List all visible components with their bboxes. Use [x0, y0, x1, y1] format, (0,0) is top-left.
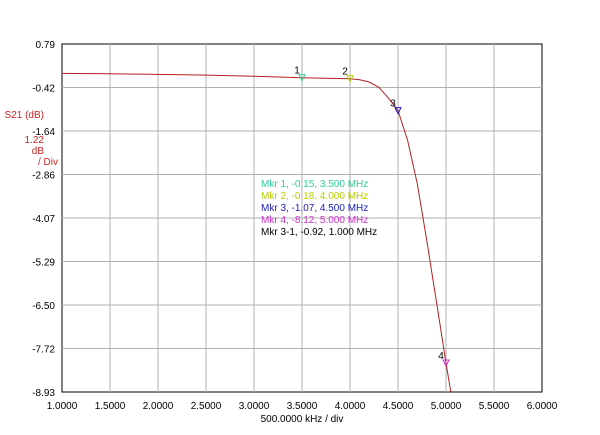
- x-tick-label: 6.0000: [527, 401, 558, 412]
- scale-unit: dB: [32, 146, 45, 157]
- y-tick-label: -7.72: [32, 345, 55, 356]
- series-line: [61, 72, 452, 393]
- x-tick-label: 1.5000: [95, 401, 126, 412]
- x-tick-label: 2.0000: [143, 401, 174, 412]
- x-tick-label: 1.0000: [47, 401, 78, 412]
- x-tick-label: 4.5000: [383, 401, 414, 412]
- marker-1-label: 1: [294, 66, 300, 77]
- legend-marker-3: Mkr 3, -1.07, 4.500 MHz: [261, 203, 368, 214]
- marker-legend: Mkr 1, -0.15, 3.500 MHz Mkr 2, -0.18, 4.…: [261, 179, 377, 238]
- x-tick-label: 3.5000: [287, 401, 318, 412]
- markers-group: 1 2 3 4: [294, 66, 450, 368]
- marker-2-symbol: [346, 75, 354, 83]
- legend-marker-4: Mkr 4, -8.12, 5.000 MHz: [261, 215, 368, 226]
- x-tick-labels: 1.0000 1.5000 2.0000 2.5000 3.0000 3.5000 4.00…: [47, 401, 558, 412]
- scale-value: 1.22: [25, 135, 45, 146]
- grid: [62, 44, 542, 392]
- x-tick-label: 3.0000: [239, 401, 270, 412]
- legend-marker-2: Mkr 2, -0.18, 4.000 MHz: [261, 191, 368, 202]
- scale-div: / Div: [38, 157, 58, 168]
- marker-1-symbol: [298, 74, 306, 82]
- x-tick-label: 4.0000: [335, 401, 366, 412]
- marker-3-symbol: [394, 107, 402, 115]
- y-tick-label: -5.29: [32, 258, 55, 269]
- y-axis-label: S21 (dB): [5, 110, 44, 121]
- x-tick-label: 5.5000: [479, 401, 510, 412]
- x-axis-label: 500.0000 kHz / div: [261, 414, 344, 425]
- x-tick-label: 5.0000: [431, 401, 462, 412]
- marker-2-label: 2: [342, 67, 348, 78]
- y-tick-label: -1.64: [32, 127, 55, 138]
- y-tick-label: -4.07: [32, 214, 55, 225]
- y-tick-label: -2.86: [32, 171, 55, 182]
- marker-4-symbol: [442, 359, 450, 368]
- y-tick-label: 0.79: [36, 40, 56, 51]
- legend-delta-marker: Mkr 3-1, -0.92, 1.000 MHz: [261, 227, 377, 238]
- y-tick-labels: 0.79 -0.42 -1.64 -2.86 -4.07 -5.29 -6.50 -7.72 -…: [32, 40, 55, 399]
- marker-4-label: 4: [438, 351, 444, 362]
- y-tick-label: -6.50: [32, 301, 55, 312]
- marker-3-label: 3: [390, 99, 396, 110]
- y-tick-label: -0.42: [32, 84, 55, 95]
- x-tick-label: 2.5000: [191, 401, 222, 412]
- y-tick-label: -8.93: [32, 388, 55, 399]
- series-group: [61, 72, 452, 393]
- legend-marker-1: Mkr 1, -0.15, 3.500 MHz: [261, 179, 368, 190]
